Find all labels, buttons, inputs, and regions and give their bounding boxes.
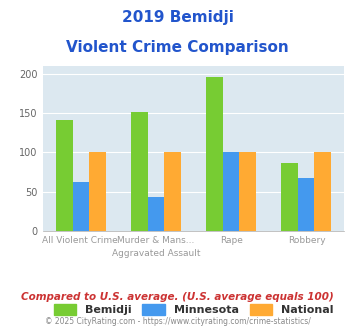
Bar — [281, 163, 297, 231]
Text: Rape: Rape — [220, 236, 242, 245]
Text: Compared to U.S. average. (U.S. average equals 100): Compared to U.S. average. (U.S. average … — [21, 292, 334, 302]
Bar — [89, 152, 106, 231]
Text: Aggravated Assault: Aggravated Assault — [111, 249, 200, 258]
Text: © 2025 CityRating.com - https://www.cityrating.com/crime-statistics/: © 2025 CityRating.com - https://www.city… — [45, 317, 310, 326]
Text: 2019 Bemidji: 2019 Bemidji — [121, 10, 234, 25]
Bar — [56, 120, 73, 231]
Bar — [206, 77, 223, 231]
Text: All Violent Crime: All Violent Crime — [43, 236, 118, 245]
Bar — [131, 112, 148, 231]
Bar — [164, 152, 181, 231]
Legend: Bemidji, Minnesota, National: Bemidji, Minnesota, National — [49, 299, 338, 319]
Bar — [73, 182, 89, 231]
Bar — [223, 152, 239, 231]
Bar — [239, 152, 256, 231]
Bar — [297, 178, 314, 231]
Text: Robbery: Robbery — [288, 236, 326, 245]
Text: Violent Crime Comparison: Violent Crime Comparison — [66, 40, 289, 54]
Text: Murder & Mans...: Murder & Mans... — [117, 236, 195, 245]
Bar — [314, 152, 331, 231]
Bar — [148, 197, 164, 231]
